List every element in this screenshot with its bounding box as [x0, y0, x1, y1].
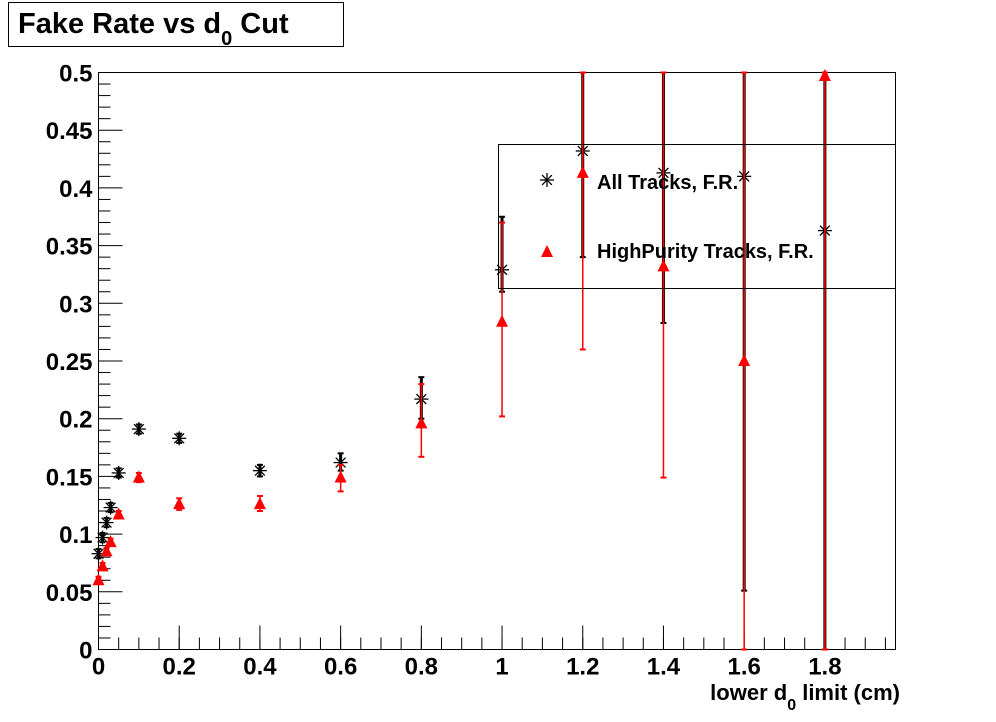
highpurity-point — [173, 497, 186, 511]
highpurity-point — [100, 544, 113, 557]
triangle-marker — [818, 68, 831, 81]
x-axis-label: lower d0 limit (cm) — [710, 680, 900, 714]
x-tick-label: 1.4 — [647, 654, 681, 681]
asterisk-stroke — [254, 465, 266, 476]
asterisk-marker — [95, 530, 110, 545]
y-tick-label: 0.35 — [46, 234, 93, 261]
all-tracks-point — [172, 431, 187, 446]
legend-triangle-icon — [541, 245, 553, 257]
triangle-marker — [657, 259, 670, 272]
asterisk-stroke — [97, 532, 108, 543]
all-tracks-point — [99, 515, 114, 530]
highpurity-point — [92, 573, 105, 586]
x-tick-label: 0.2 — [163, 654, 196, 681]
legend-asterisk-icon — [540, 173, 554, 187]
highpurity-point — [253, 495, 266, 513]
triangle-marker — [173, 497, 186, 510]
x-tick-label: 0.4 — [243, 654, 277, 681]
triangle-marker — [100, 544, 113, 557]
x-tick-label: 1 — [495, 654, 508, 681]
all-tracks-point — [95, 530, 110, 545]
y-tick-label: 0.2 — [59, 407, 92, 434]
y-tick-label: 0.1 — [59, 522, 92, 549]
highpurity-point — [96, 559, 109, 572]
asterisk-stroke — [113, 467, 125, 479]
triangle-marker — [496, 314, 509, 327]
highpurity-point — [657, 71, 670, 479]
y-tick-label: 0 — [79, 638, 92, 665]
y-tick-label: 0.15 — [46, 464, 93, 491]
triangle-marker — [132, 470, 145, 483]
highpurity-point — [415, 383, 428, 458]
all-tracks-point — [252, 463, 267, 478]
title-box — [8, 2, 344, 47]
x-tick-label: 1.6 — [727, 654, 760, 681]
y-tick-label: 0.05 — [46, 580, 93, 607]
triangle-marker — [96, 559, 109, 572]
asterisk-marker — [99, 515, 114, 530]
y-tick-label: 0.3 — [59, 291, 92, 318]
asterisk-stroke — [335, 457, 346, 468]
triangle-marker — [253, 497, 266, 510]
legend-label-all-tracks: All Tracks, F.R. — [597, 172, 738, 194]
y-tick-label: 0.45 — [46, 118, 93, 145]
asterisk-stroke — [105, 502, 116, 513]
y-tick-label: 0.4 — [59, 176, 93, 203]
legend-label-highpurity: HighPurity Tracks, F.R. — [597, 241, 814, 263]
asterisk-marker — [252, 463, 267, 478]
asterisk-marker — [111, 465, 126, 480]
highpurity-point — [818, 68, 831, 651]
triangle-marker — [112, 507, 125, 520]
triangle-marker — [104, 535, 117, 548]
highpurity-point — [132, 470, 145, 484]
triangle-marker — [92, 573, 105, 586]
x-tick-label: 0 — [92, 654, 105, 681]
triangle-marker — [334, 470, 347, 483]
x-tick-label: 1.8 — [808, 654, 841, 681]
asterisk-stroke — [101, 517, 112, 528]
legend: All Tracks, F.R. HighPurity Tracks, F.R. — [498, 144, 896, 289]
x-tick-label: 1.2 — [566, 654, 599, 681]
y-tick-label: 0.5 — [59, 61, 92, 88]
all-tracks-point — [111, 465, 126, 480]
y-tick-label: 0.25 — [46, 349, 93, 376]
highpurity-point — [738, 71, 751, 651]
highpurity-point — [334, 463, 347, 493]
asterisk-marker — [103, 500, 118, 515]
triangle-marker — [576, 165, 589, 178]
asterisk-stroke — [133, 423, 145, 435]
asterisk-stroke — [173, 432, 185, 444]
x-tick-label: 0.6 — [324, 654, 357, 681]
all-tracks-point — [131, 422, 146, 437]
highpurity-point — [104, 535, 117, 548]
highpurity-point — [576, 71, 589, 351]
asterisk-marker — [172, 431, 187, 446]
all-tracks-point — [103, 500, 118, 515]
asterisk-stroke — [93, 548, 104, 560]
triangle-marker — [738, 354, 751, 366]
x-tick-label: 0.8 — [405, 654, 438, 681]
highpurity-point — [496, 221, 509, 418]
triangle-marker — [415, 416, 428, 429]
highpurity-point — [112, 507, 125, 520]
legend-box — [498, 144, 896, 289]
asterisk-stroke — [541, 174, 553, 186]
asterisk-marker — [131, 422, 146, 437]
chart-title: Fake Rate vs d0 Cut — [18, 8, 289, 50]
